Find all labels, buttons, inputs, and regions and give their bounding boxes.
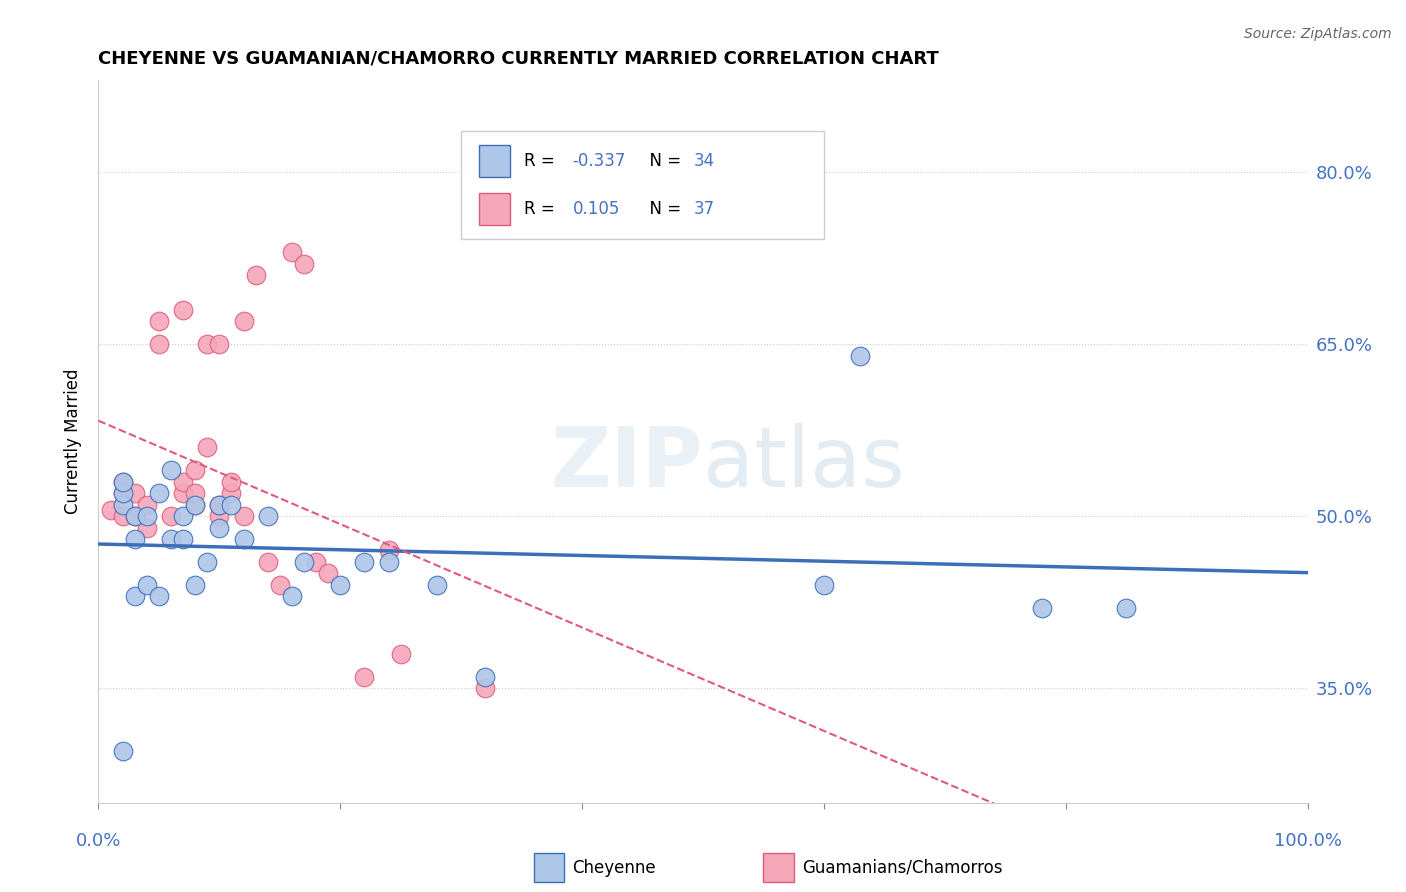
Point xyxy=(135,578,157,592)
Bar xyxy=(479,193,509,225)
Point xyxy=(135,520,157,534)
Text: atlas: atlas xyxy=(703,423,904,504)
Point xyxy=(148,337,170,351)
Point xyxy=(474,681,496,695)
Point xyxy=(813,578,835,592)
Point xyxy=(148,486,170,500)
Text: R =: R = xyxy=(524,200,565,218)
Point xyxy=(208,520,231,534)
Point xyxy=(208,498,231,512)
Point xyxy=(269,578,291,592)
Text: N =: N = xyxy=(638,200,686,218)
Point xyxy=(184,498,207,512)
Point xyxy=(426,578,449,592)
Point xyxy=(135,509,157,524)
Text: 37: 37 xyxy=(693,200,714,218)
Point xyxy=(377,555,399,569)
Point xyxy=(195,337,218,351)
Point xyxy=(148,590,170,604)
Point xyxy=(377,543,399,558)
Point xyxy=(111,486,134,500)
Text: R =: R = xyxy=(524,153,560,170)
Point xyxy=(232,314,254,328)
Text: Source: ZipAtlas.com: Source: ZipAtlas.com xyxy=(1244,27,1392,41)
Point xyxy=(135,498,157,512)
Point xyxy=(292,257,315,271)
Text: Cheyenne: Cheyenne xyxy=(572,859,657,877)
Point xyxy=(292,555,315,569)
Point xyxy=(100,503,122,517)
Point xyxy=(232,532,254,546)
Y-axis label: Currently Married: Currently Married xyxy=(65,368,83,515)
Bar xyxy=(461,131,824,239)
Point xyxy=(160,463,183,477)
Point xyxy=(111,486,134,500)
Point xyxy=(256,555,278,569)
Point xyxy=(353,555,375,569)
Text: ZIP: ZIP xyxy=(551,423,703,504)
Point xyxy=(111,498,134,512)
Point xyxy=(849,349,872,363)
Point xyxy=(184,463,207,477)
Point xyxy=(184,498,207,512)
Point xyxy=(208,509,231,524)
Point xyxy=(221,486,243,500)
Point xyxy=(111,475,134,489)
Point xyxy=(111,744,134,758)
Text: -0.337: -0.337 xyxy=(572,153,626,170)
Point xyxy=(221,475,243,489)
Point xyxy=(111,475,134,489)
Text: N =: N = xyxy=(638,153,686,170)
Point xyxy=(353,670,375,684)
Point xyxy=(184,578,207,592)
Point xyxy=(316,566,339,581)
Point xyxy=(245,268,267,283)
Point xyxy=(124,509,146,524)
Point xyxy=(1115,600,1137,615)
Point xyxy=(184,486,207,500)
Point xyxy=(124,590,146,604)
Point xyxy=(172,302,194,317)
Point xyxy=(111,509,134,524)
Point xyxy=(172,509,194,524)
Text: Guamanians/Chamorros: Guamanians/Chamorros xyxy=(803,859,1002,877)
Text: 0.105: 0.105 xyxy=(572,200,620,218)
Text: 100.0%: 100.0% xyxy=(1274,831,1341,850)
Point xyxy=(195,555,218,569)
Point xyxy=(172,486,194,500)
Point xyxy=(124,486,146,500)
Point xyxy=(232,509,254,524)
Point xyxy=(124,532,146,546)
Point xyxy=(281,590,304,604)
Point xyxy=(160,532,183,546)
Point xyxy=(329,578,352,592)
Point xyxy=(172,475,194,489)
Point xyxy=(148,314,170,328)
Point xyxy=(389,647,412,661)
Text: 34: 34 xyxy=(693,153,714,170)
Point xyxy=(208,337,231,351)
Point xyxy=(221,498,243,512)
Point xyxy=(124,509,146,524)
Text: 0.0%: 0.0% xyxy=(76,831,121,850)
Point xyxy=(208,498,231,512)
Point xyxy=(305,555,328,569)
Point xyxy=(256,509,278,524)
Point xyxy=(172,532,194,546)
Point xyxy=(160,509,183,524)
Bar xyxy=(534,854,564,882)
Point xyxy=(1031,600,1053,615)
Point xyxy=(195,440,218,454)
Point xyxy=(474,670,496,684)
Point xyxy=(281,245,304,260)
Text: CHEYENNE VS GUAMANIAN/CHAMORRO CURRENTLY MARRIED CORRELATION CHART: CHEYENNE VS GUAMANIAN/CHAMORRO CURRENTLY… xyxy=(98,50,939,68)
Bar xyxy=(763,854,794,882)
Bar xyxy=(479,145,509,178)
